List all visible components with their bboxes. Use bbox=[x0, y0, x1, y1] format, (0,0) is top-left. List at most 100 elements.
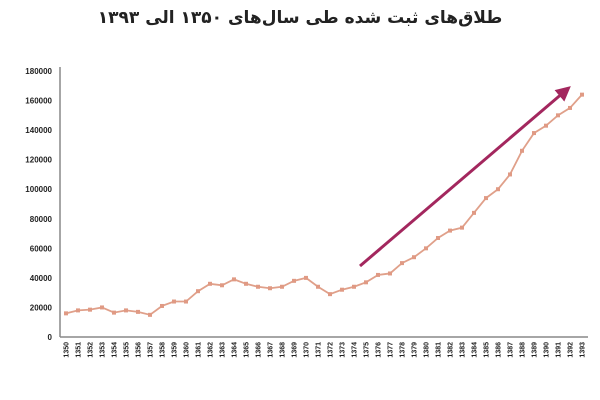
x-tick-label: 1384 bbox=[472, 342, 479, 358]
y-tick-label: 40000 bbox=[30, 274, 53, 283]
data-point-marker bbox=[304, 275, 308, 280]
x-tick-label: 1357 bbox=[148, 342, 155, 358]
data-point-marker bbox=[316, 284, 320, 289]
y-axis: 0 20000 40000 60000 80000 100000 120000 140000 1… bbox=[25, 67, 61, 342]
data-point-marker bbox=[424, 246, 428, 251]
data-point-marker bbox=[460, 225, 464, 230]
x-tick-label: 1370 bbox=[304, 342, 311, 358]
x-axis: 1350 1351 1352 1353 1354 1355 1356 1357 1358 1359… bbox=[60, 336, 588, 358]
x-tick-label: 1376 bbox=[376, 342, 383, 358]
x-tick-label: 1375 bbox=[364, 342, 371, 358]
x-tick-label: 1364 bbox=[232, 342, 239, 358]
data-point-marker bbox=[556, 113, 560, 118]
data-point-marker bbox=[76, 308, 80, 313]
x-tick-label: 1372 bbox=[328, 342, 335, 358]
data-point-marker bbox=[64, 311, 68, 316]
data-point-marker bbox=[100, 305, 104, 310]
x-tick-label: 1390 bbox=[544, 342, 551, 358]
x-tick-label: 1381 bbox=[436, 342, 443, 358]
data-point-marker bbox=[448, 228, 452, 233]
x-tick-label: 1386 bbox=[496, 342, 503, 358]
data-point-marker bbox=[364, 280, 368, 285]
y-tick-label: 160000 bbox=[25, 97, 52, 106]
data-point-marker bbox=[412, 255, 416, 260]
data-point-marker bbox=[292, 278, 296, 283]
data-point-marker bbox=[580, 92, 584, 97]
data-point-marker bbox=[472, 210, 476, 215]
trend-arrow bbox=[359, 86, 571, 268]
x-tick-label: 1369 bbox=[292, 342, 299, 358]
x-tick-label: 1373 bbox=[340, 342, 347, 358]
x-tick-label: 1366 bbox=[256, 342, 263, 358]
data-point-marker bbox=[148, 312, 152, 317]
data-point-marker bbox=[388, 271, 392, 276]
data-point-marker bbox=[268, 286, 272, 291]
data-point-marker bbox=[568, 105, 572, 110]
data-point-marker bbox=[136, 309, 140, 314]
y-tick-label: 140000 bbox=[25, 126, 52, 135]
data-point-marker bbox=[508, 172, 512, 177]
x-tick-label: 1383 bbox=[460, 342, 467, 358]
x-tick-label: 1382 bbox=[448, 342, 455, 358]
x-tick-label: 1358 bbox=[160, 342, 167, 358]
x-tick-label: 1356 bbox=[136, 342, 143, 358]
x-tick-label: 1367 bbox=[268, 342, 275, 358]
x-tick-label: 1354 bbox=[112, 342, 119, 358]
x-tick-label: 1393 bbox=[580, 342, 587, 358]
y-tick-label: 60000 bbox=[30, 244, 53, 253]
x-tick-label: 1377 bbox=[388, 342, 395, 358]
y-tick-label: 180000 bbox=[25, 67, 52, 76]
data-point-marker bbox=[496, 187, 500, 192]
x-tick-label: 1371 bbox=[316, 342, 323, 358]
x-tick-label: 1374 bbox=[352, 342, 359, 358]
y-tick-label: 0 bbox=[48, 333, 53, 342]
x-tick-label: 1379 bbox=[412, 342, 419, 358]
data-point-marker bbox=[208, 281, 212, 286]
data-point-marker bbox=[436, 235, 440, 240]
data-point-marker bbox=[124, 308, 128, 313]
x-tick-label: 1392 bbox=[568, 342, 575, 358]
data-point-marker bbox=[112, 310, 116, 315]
data-point-marker bbox=[172, 299, 176, 304]
data-point-marker bbox=[352, 284, 356, 289]
data-point-marker bbox=[520, 148, 524, 153]
series-line bbox=[65, 94, 583, 316]
data-point-marker bbox=[280, 284, 284, 289]
x-tick-label: 1389 bbox=[532, 342, 539, 358]
y-tick-label: 20000 bbox=[30, 303, 53, 312]
x-tick-label: 1359 bbox=[172, 342, 179, 358]
x-tick-label: 1360 bbox=[184, 342, 191, 358]
x-tick-label: 1355 bbox=[124, 342, 131, 358]
data-point-marker bbox=[196, 289, 200, 294]
x-tick-label: 1365 bbox=[244, 342, 251, 358]
data-point-marker bbox=[220, 283, 224, 288]
x-tick-label: 1362 bbox=[208, 342, 215, 358]
x-tick-label: 1378 bbox=[400, 342, 407, 358]
x-tick-label: 1353 bbox=[100, 342, 107, 358]
y-tick-label: 100000 bbox=[25, 185, 52, 194]
data-point-marker bbox=[340, 287, 344, 292]
data-point-marker bbox=[484, 196, 488, 201]
data-point-marker bbox=[328, 292, 332, 297]
x-tick-label: 1388 bbox=[520, 342, 527, 358]
x-tick-label: 1363 bbox=[220, 342, 227, 358]
y-tick-label: 120000 bbox=[25, 156, 52, 165]
x-tick-label: 1387 bbox=[508, 342, 515, 358]
data-point-marker bbox=[376, 272, 380, 277]
x-tick-label: 1361 bbox=[196, 342, 203, 358]
data-point-marker bbox=[244, 281, 248, 286]
data-point-marker bbox=[532, 131, 536, 136]
y-tick-label: 80000 bbox=[30, 215, 53, 224]
x-tick-label: 1351 bbox=[76, 342, 83, 358]
data-series bbox=[64, 92, 584, 317]
x-tick-label: 1352 bbox=[88, 342, 95, 358]
data-point-marker bbox=[184, 299, 188, 304]
x-tick-label: 1385 bbox=[484, 342, 491, 358]
chart-title: طلاق‌های ثبت شده طی سال‌های ۱۳۵۰ الی ۱۳۹… bbox=[97, 8, 503, 28]
data-point-marker bbox=[232, 277, 236, 282]
data-point-marker bbox=[88, 307, 92, 312]
x-tick-label: 1380 bbox=[424, 342, 431, 358]
arrow-icon bbox=[359, 86, 571, 268]
data-point-marker bbox=[160, 303, 164, 308]
